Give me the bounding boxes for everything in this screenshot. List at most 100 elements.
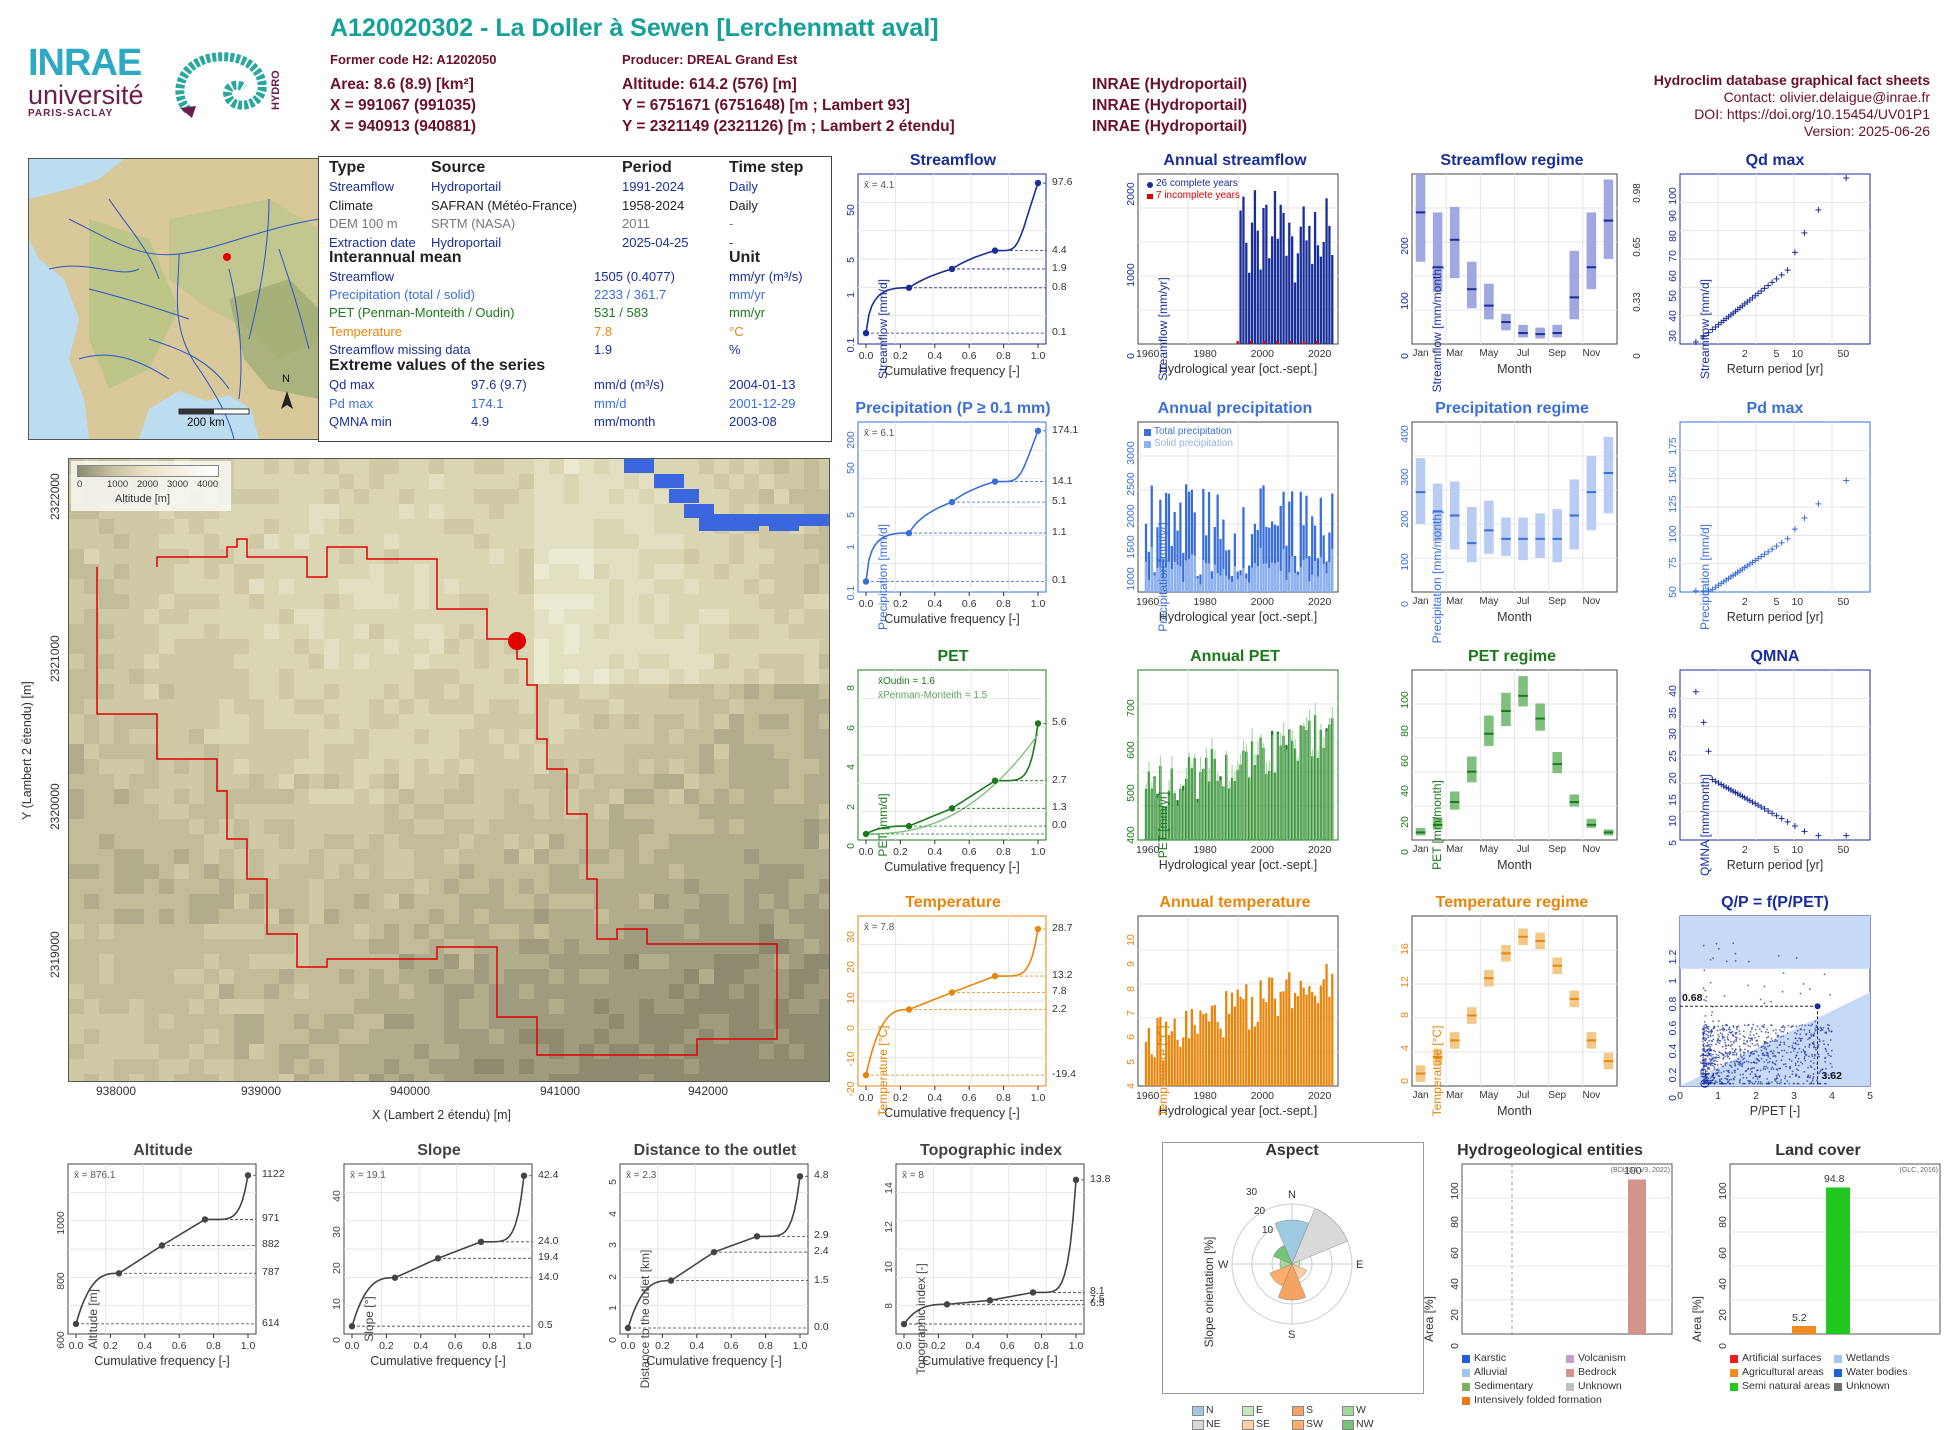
dem-cell bbox=[744, 834, 760, 850]
dem-cell bbox=[549, 984, 565, 1000]
dem-cell bbox=[819, 804, 829, 820]
dem-cell bbox=[759, 489, 775, 505]
dem-cell bbox=[714, 534, 730, 550]
dem-cell bbox=[114, 909, 130, 925]
dem-cell bbox=[84, 834, 100, 850]
dem-cell bbox=[264, 519, 280, 535]
dem-cell bbox=[429, 984, 445, 1000]
pet_regime-ytick: 60 bbox=[1399, 755, 1411, 767]
qp-point bbox=[1727, 1033, 1729, 1036]
alt_cdf-title: Altitude bbox=[133, 1142, 193, 1159]
qp-point bbox=[1723, 1039, 1726, 1042]
dem-cell bbox=[294, 624, 310, 640]
qp-point bbox=[1791, 1045, 1794, 1047]
dem-cell bbox=[474, 999, 490, 1015]
dem-cell bbox=[564, 789, 580, 805]
aspect-legend-label: E bbox=[1256, 1404, 1264, 1416]
dem-cell bbox=[294, 879, 310, 895]
solid-precip-bar bbox=[1285, 580, 1288, 592]
return-point bbox=[1791, 249, 1798, 256]
qp-point bbox=[1813, 1046, 1815, 1049]
dem-cell bbox=[744, 789, 760, 805]
p_cdf-xtick: 1.0 bbox=[1030, 598, 1046, 610]
dem-cell bbox=[99, 909, 115, 925]
qp-point bbox=[1726, 1075, 1728, 1078]
dem-cell bbox=[234, 1014, 250, 1030]
interannual-unit: °C bbox=[729, 323, 744, 339]
qp-point bbox=[1810, 1060, 1812, 1063]
qp-point bbox=[1727, 1055, 1730, 1058]
dem-cell bbox=[69, 1074, 85, 1081]
qp-point bbox=[1785, 1065, 1787, 1068]
map-ytick: 2322000 bbox=[48, 473, 62, 520]
dem-cell bbox=[234, 624, 250, 640]
dem-cell bbox=[594, 759, 610, 775]
dem-cell bbox=[414, 939, 430, 955]
qp-point bbox=[1710, 1043, 1713, 1046]
dem-cell bbox=[114, 879, 130, 895]
qp-point bbox=[1721, 1045, 1724, 1048]
dem-cell bbox=[309, 999, 325, 1015]
dem-cell bbox=[69, 774, 85, 790]
legend-swatch bbox=[1730, 1383, 1738, 1391]
dem-cell bbox=[444, 699, 460, 715]
slope_cdf-ytick: 40 bbox=[331, 1190, 343, 1203]
t_regime-xtick: Jan bbox=[1412, 1090, 1429, 1101]
dem-cell bbox=[354, 909, 370, 925]
qp-point bbox=[1810, 1082, 1813, 1085]
qp-point bbox=[1704, 1054, 1707, 1057]
dem-cell bbox=[174, 624, 190, 640]
qp-point bbox=[1807, 1066, 1809, 1069]
dem-cell bbox=[699, 864, 715, 880]
dem-cell bbox=[564, 714, 580, 730]
dem-cell bbox=[354, 489, 370, 505]
source-row-type: Streamflow bbox=[329, 179, 395, 194]
dem-cell bbox=[309, 729, 325, 745]
dem-cell bbox=[624, 684, 640, 700]
qp-point bbox=[1716, 1041, 1719, 1044]
dem-cell bbox=[309, 1059, 325, 1075]
dem-cell bbox=[534, 669, 550, 685]
dem-cell bbox=[489, 819, 505, 835]
qp-point bbox=[1704, 1014, 1707, 1017]
topo_cdf-ytick: 14 bbox=[883, 1182, 895, 1194]
hydrogeo-bar-bedrock bbox=[1628, 1179, 1646, 1334]
dem-cell bbox=[444, 489, 460, 505]
dem-cell bbox=[294, 804, 310, 820]
dem-cell bbox=[384, 504, 400, 520]
dem-cell bbox=[354, 684, 370, 700]
dem-cell bbox=[369, 909, 385, 925]
qp-point bbox=[1795, 1025, 1798, 1028]
contact[interactable]: Contact: olivier.delaigue@inrae.fr bbox=[1723, 89, 1930, 105]
qp-point bbox=[1818, 1072, 1821, 1075]
dem-cell bbox=[414, 654, 430, 670]
landcover-ylabel: Area [%] bbox=[1690, 1295, 1704, 1343]
pd_max-panel: Pd max 2 5 10 50 50 75 100 125 150 175 Return perio… bbox=[1640, 400, 1910, 630]
solid-precip-bar bbox=[1182, 582, 1185, 592]
dem-cell bbox=[369, 579, 385, 595]
dem-cell bbox=[399, 534, 415, 550]
dem-cell bbox=[504, 699, 520, 715]
dem-cell bbox=[594, 594, 610, 610]
dem-cell bbox=[444, 969, 460, 985]
dem-cell bbox=[189, 924, 205, 940]
dem-cell bbox=[189, 909, 205, 925]
dem-cell bbox=[714, 699, 730, 715]
dem-cell bbox=[639, 564, 655, 580]
dem-cell bbox=[504, 774, 520, 790]
dem-cell bbox=[99, 684, 115, 700]
qp-point bbox=[1701, 1082, 1704, 1085]
pet_cdf-xtick: 0.8 bbox=[996, 846, 1011, 858]
dem-cell bbox=[474, 819, 490, 835]
annual-bar bbox=[1322, 535, 1325, 592]
qp-point bbox=[1718, 1042, 1721, 1045]
dem-cell bbox=[729, 1014, 745, 1030]
dem-cell bbox=[504, 549, 520, 565]
dem-cell bbox=[324, 744, 340, 760]
dem-cell bbox=[114, 1059, 130, 1075]
annual-bar bbox=[1202, 1014, 1205, 1086]
dem-cell bbox=[489, 534, 505, 550]
doi-link[interactable]: DOI: https://doi.org/10.15454/UV01P1 bbox=[1694, 106, 1930, 122]
extreme-unit: mm/d (m³/s) bbox=[594, 377, 665, 392]
return-point bbox=[1761, 805, 1768, 812]
